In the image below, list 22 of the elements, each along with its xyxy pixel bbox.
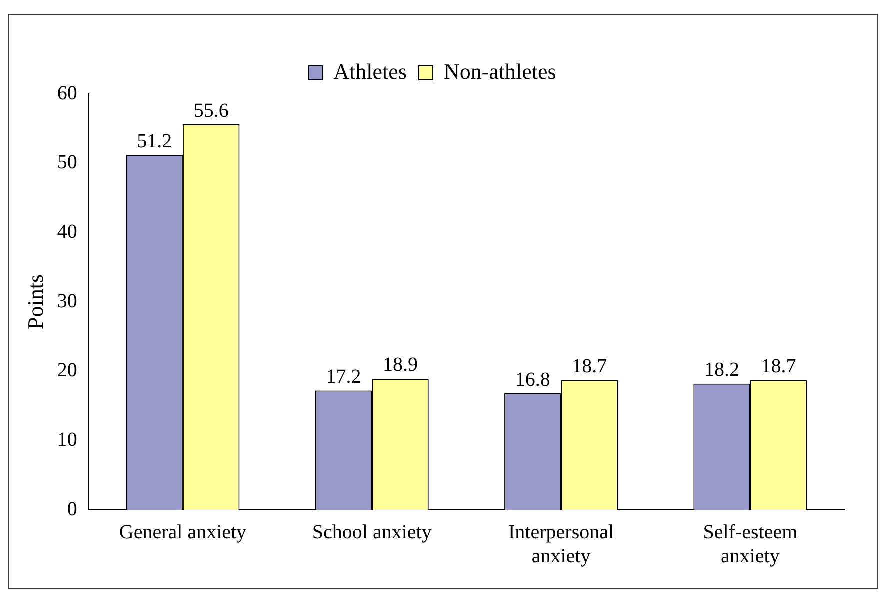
legend-label: Non-athletes xyxy=(444,58,556,84)
x-tick-label: General anxiety xyxy=(119,521,247,544)
y-tick-label: 50 xyxy=(57,152,78,174)
data-label: 18.7 xyxy=(761,356,796,378)
data-label: 18.7 xyxy=(572,356,608,378)
y-axis-title: Points xyxy=(22,274,48,330)
y-tick-label: 0 xyxy=(67,498,78,520)
y-tick-label: 20 xyxy=(57,360,78,382)
legend-label: Athletes xyxy=(334,58,407,84)
y-tick-label: 30 xyxy=(57,290,78,312)
data-label: 55.6 xyxy=(194,100,229,122)
x-tick-label: Self-esteem anxiety xyxy=(703,521,798,568)
data-label: 18.9 xyxy=(382,354,418,376)
y-tick-label: 10 xyxy=(57,428,78,451)
data-label: 18.2 xyxy=(704,359,740,382)
data-label: 51.2 xyxy=(137,130,172,152)
x-tick-label: Interpersonal anxiety xyxy=(508,521,614,568)
y-tick-label: 40 xyxy=(57,220,78,243)
data-label: 17.2 xyxy=(326,366,362,388)
x-tick-label: School anxiety xyxy=(312,521,432,544)
y-tick-label: 60 xyxy=(57,82,78,104)
data-label: 16.8 xyxy=(515,368,550,391)
